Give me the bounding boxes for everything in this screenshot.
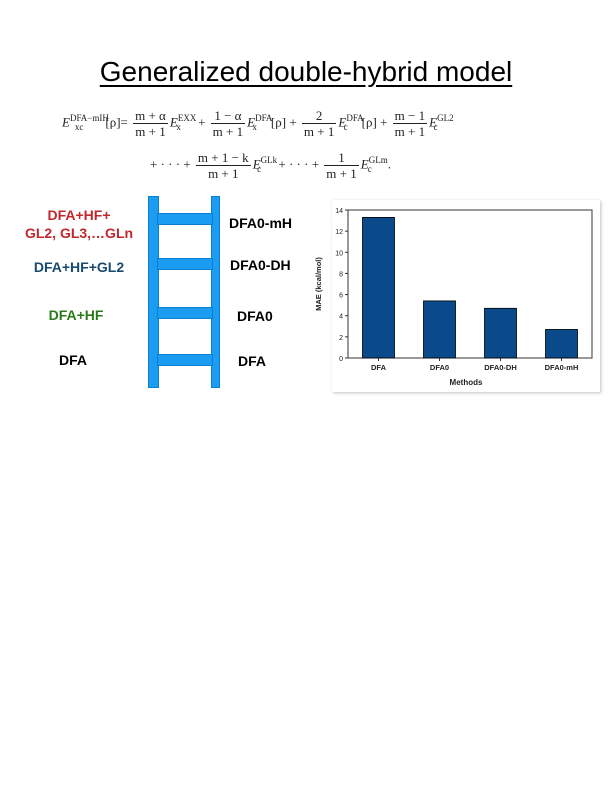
ladder-rung-2 [157,307,213,319]
y-tick-label-1: 2 [339,335,343,342]
eq-lhs-e: E [62,114,70,130]
left-label-gl2: DFA+HF+GL2 [33,259,125,275]
eq-lhs-sub: xc [74,122,84,133]
right-label-dfa0-mh: DFA0-mH [229,215,293,231]
x-tick-label-dfa0: DFA0 [430,363,449,372]
left-label-dfa: DFA [59,352,87,368]
y-tick-label-4: 8 [339,271,343,278]
y-tick-label-2: 4 [339,314,343,321]
x-tick-label-dfa: DFA [371,363,387,372]
bar-dfa [362,216,395,359]
bar-dfa0-mh [545,329,578,359]
right-label-dfa0-dh: DFA0-DH [230,257,291,273]
y-tick-label-0: 0 [339,356,343,363]
page-title: Generalized double-hybrid model [99,56,513,87]
x-tick-label-dfa0-dh: DFA0-DH [484,363,517,372]
x-axis-label: Methods [450,378,483,387]
right-label-dfa: DFA [238,353,266,369]
left-label-hf: DFA+HF [48,307,104,323]
ladder-rung-4 [157,213,213,225]
mae-bar-chart: 0 2 4 6 8 10 12 14 DFA DFA0 DFA0-DH DFA0-mH Methods M… [314,200,600,392]
plot-frame [347,209,593,359]
bar-dfa0-dh [484,307,517,359]
left-label-gln-line2: GL2, GL3,…GLn [24,225,134,241]
ladder-rail-left [148,196,159,388]
y-axis-label: MAE (kcal/mol) [314,257,323,311]
y-tick-label-6: 12 [335,229,343,236]
y-tick-label-7: 14 [335,208,343,215]
eq-lhs-arg: [ρ]= [105,114,128,130]
ladder-rung-1 [157,354,213,366]
eq-lhs-sup: DFA−mIH [69,113,109,124]
y-tick-label-3: 6 [339,293,343,300]
left-label-gln: DFA+HF+ GL2, GL3,…GLn [8,206,150,242]
left-label-gln-line1: DFA+HF+ [47,207,111,223]
ladder-rung-3 [157,258,213,270]
y-tick-label-5: 10 [335,250,343,257]
x-tick-label-dfa0-mh: DFA0-mH [545,363,579,372]
ladder-rail-right [211,196,220,388]
right-label-dfa0: DFA0 [237,308,273,324]
chart-svg: 0 2 4 6 8 10 12 14 DFA DFA0 DFA0-DH DFA0-mH Methods M… [314,208,593,387]
bar-dfa0 [423,300,456,359]
